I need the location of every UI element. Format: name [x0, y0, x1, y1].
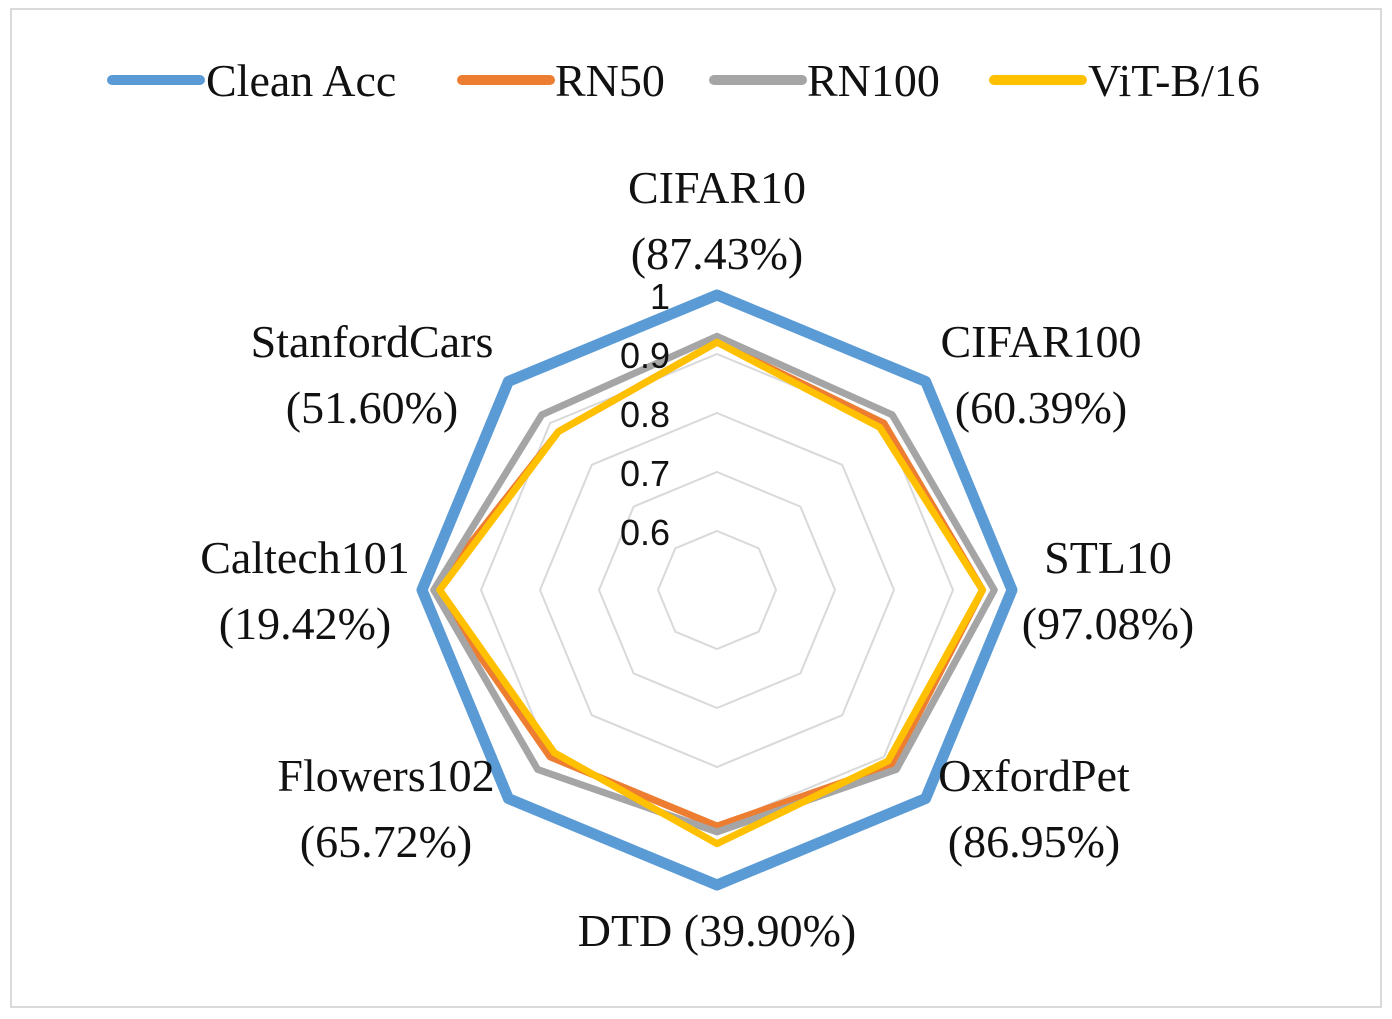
axis-label-stanfordcars: StanfordCars: [251, 316, 494, 367]
series-vit-b-16: [436, 338, 986, 848]
legend-label-clean-acc: Clean Acc: [206, 55, 396, 106]
legend-item-rn50: RN50: [457, 55, 665, 106]
axis-label-cifar100: CIFAR100: [940, 316, 1141, 367]
axis-label-caltech101-acc: (19.42%): [219, 598, 391, 649]
gridline-0-8: [538, 411, 896, 769]
axis-label-cifar10-acc: (87.43%): [631, 228, 803, 279]
series-clean-acc: [416, 289, 1018, 891]
axis-label-flowers102: Flowers102: [277, 750, 494, 801]
axis-label-stl10: STL10: [1044, 532, 1172, 583]
axis-label-cifar10: CIFAR10: [628, 162, 806, 213]
axis-label-oxfordpet-acc: (86.95%): [948, 816, 1120, 867]
legend-label-vit-b16: ViT-B/16: [1088, 55, 1260, 106]
legend-label-rn50: RN50: [555, 55, 665, 106]
tick-label-0-7: 0.7: [620, 453, 670, 494]
gridline-0-6: [656, 529, 778, 651]
legend-label-rn100: RN100: [807, 55, 940, 106]
axis-label-stanfordcars-acc: (51.60%): [286, 382, 458, 433]
tick-label-0-8: 0.8: [620, 394, 670, 435]
axis-label-dtd-acc: (39.90%): [684, 905, 856, 956]
series-rn100: [430, 332, 998, 836]
radial-tick-labels: 0.6 0.7 0.8 0.9 1: [620, 276, 670, 553]
axis-label-flowers102-acc: (65.72%): [300, 816, 472, 867]
tick-label-0-9: 0.9: [620, 335, 670, 376]
axis-label-oxfordpet: OxfordPet: [938, 750, 1130, 801]
axis-label-dtd: DTD (39.90%): [578, 905, 857, 956]
axis-label-caltech101: Caltech101: [200, 532, 410, 583]
tick-label-1: 1: [650, 276, 670, 317]
axis-label-cifar100-acc: (60.39%): [955, 382, 1127, 433]
legend-item-rn100: RN100: [709, 55, 940, 106]
radar-series: [416, 289, 1018, 891]
legend: Clean Acc RN50 RN100 ViT-B/16: [107, 55, 1260, 106]
series-rn50: [430, 338, 986, 830]
tick-label-0-6: 0.6: [620, 512, 670, 553]
legend-item-clean-acc: Clean Acc: [107, 55, 396, 106]
chart-frame: [10, 8, 1382, 1008]
axis-label-stl10-acc: (97.08%): [1022, 598, 1194, 649]
legend-item-vit-b16: ViT-B/16: [989, 55, 1260, 106]
axis-labels: CIFAR10 (87.43%) CIFAR100 (60.39%) STL10…: [200, 162, 1194, 956]
axis-label-dtd-name: DTD: [578, 905, 673, 956]
gridline-0-7: [597, 470, 837, 710]
